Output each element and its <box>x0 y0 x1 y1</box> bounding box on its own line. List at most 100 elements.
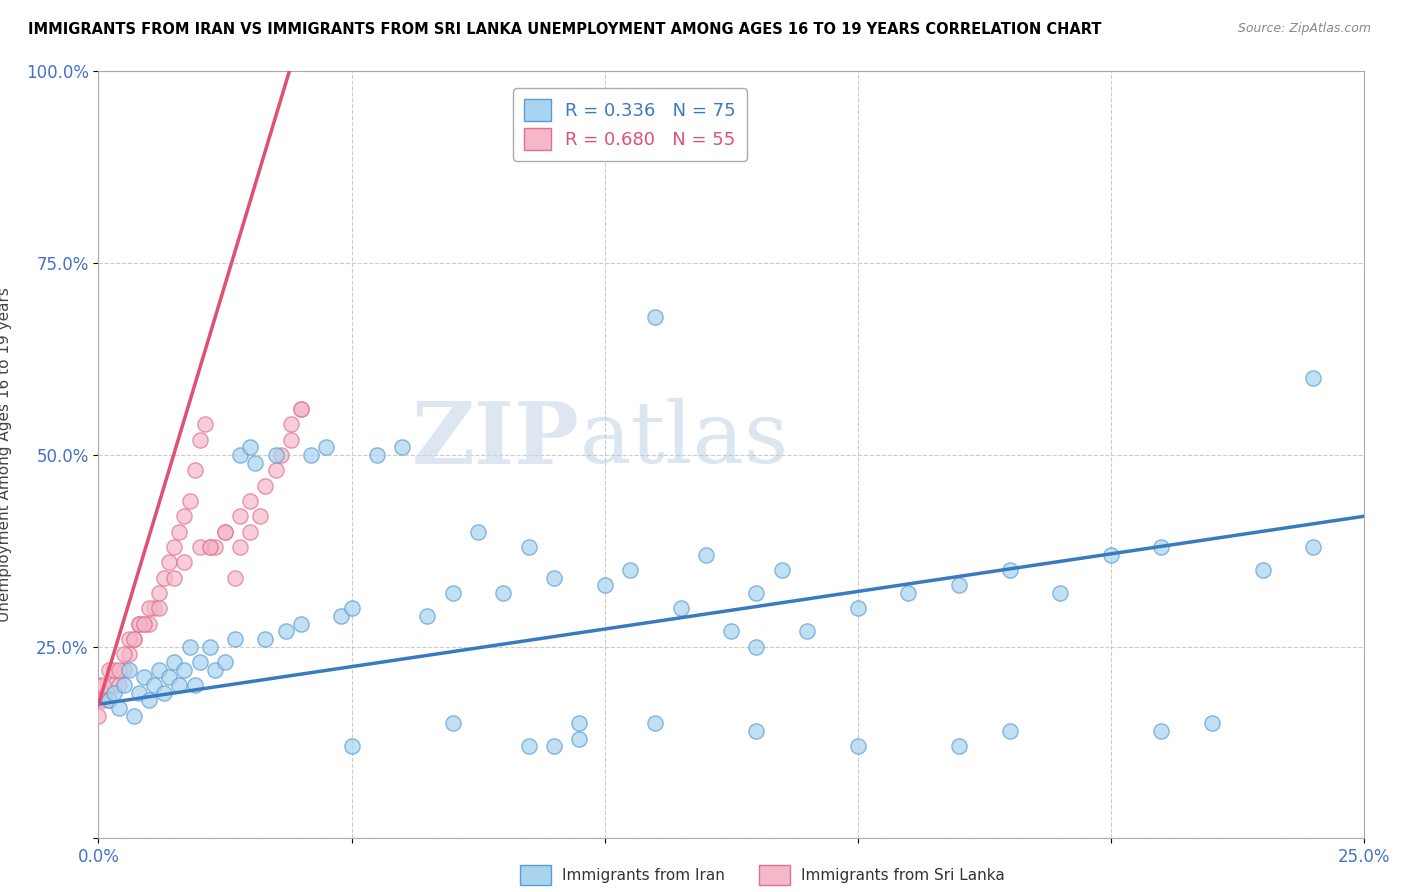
Point <box>214 524 236 539</box>
Point <box>148 663 170 677</box>
Point <box>132 670 155 684</box>
Point <box>290 616 312 631</box>
Point <box>669 601 692 615</box>
Point <box>157 670 180 684</box>
Point <box>1302 371 1324 385</box>
Point <box>214 655 236 669</box>
Point <box>745 586 768 600</box>
Point <box>846 601 869 615</box>
Point <box>568 716 591 731</box>
Point <box>122 632 145 646</box>
Point <box>128 686 150 700</box>
Point <box>543 739 565 754</box>
Point <box>492 586 515 600</box>
Point <box>112 648 135 662</box>
Text: ZIP: ZIP <box>412 398 579 482</box>
Point <box>188 655 211 669</box>
Legend: R = 0.336   N = 75, R = 0.680   N = 55: R = 0.336 N = 75, R = 0.680 N = 55 <box>513 88 747 161</box>
Point <box>122 708 145 723</box>
Point <box>112 678 135 692</box>
Y-axis label: Unemployment Among Ages 16 to 19 years: Unemployment Among Ages 16 to 19 years <box>0 287 11 623</box>
Point <box>224 632 246 646</box>
Point <box>441 586 464 600</box>
Point <box>173 509 195 524</box>
Point <box>183 678 205 692</box>
Point <box>239 524 262 539</box>
Point <box>224 571 246 585</box>
Point <box>163 540 186 554</box>
Point <box>254 478 277 492</box>
Point <box>179 640 201 654</box>
Point <box>122 632 145 646</box>
Point <box>97 663 120 677</box>
Point <box>299 448 322 462</box>
Point <box>163 655 186 669</box>
Point <box>330 609 353 624</box>
Text: atlas: atlas <box>579 398 789 481</box>
Point <box>138 693 160 707</box>
Point <box>169 678 191 692</box>
Point <box>264 448 287 462</box>
Point <box>366 448 388 462</box>
Point <box>153 571 176 585</box>
Point <box>245 456 267 470</box>
Point <box>179 494 201 508</box>
Point <box>87 678 110 692</box>
Point <box>391 440 413 454</box>
Point <box>280 417 302 432</box>
Point <box>290 401 312 416</box>
Point <box>745 724 768 739</box>
Point <box>846 739 869 754</box>
Point <box>229 540 252 554</box>
Point <box>169 524 191 539</box>
Point <box>644 310 666 324</box>
Point <box>897 586 920 600</box>
Point <box>315 440 337 454</box>
Point <box>107 663 129 677</box>
Text: Source: ZipAtlas.com: Source: ZipAtlas.com <box>1237 22 1371 36</box>
Point <box>204 663 226 677</box>
Point <box>249 509 271 524</box>
Point <box>204 540 226 554</box>
Point <box>467 524 489 539</box>
Point <box>229 448 252 462</box>
Point <box>157 555 180 569</box>
Point <box>340 739 363 754</box>
Point <box>745 640 768 654</box>
Point <box>138 616 160 631</box>
Point <box>163 571 186 585</box>
Point <box>118 663 141 677</box>
Point <box>1201 716 1223 731</box>
Point <box>138 601 160 615</box>
Point <box>441 716 464 731</box>
Point <box>107 678 129 692</box>
Point <box>93 693 115 707</box>
Point <box>87 708 110 723</box>
Point <box>173 663 195 677</box>
Point <box>1302 540 1324 554</box>
Text: Immigrants from Iran: Immigrants from Iran <box>562 868 725 882</box>
Point <box>568 731 591 746</box>
Point <box>148 586 170 600</box>
Point <box>97 693 120 707</box>
Point <box>998 563 1021 577</box>
Point <box>543 571 565 585</box>
Point <box>194 417 217 432</box>
Point <box>239 440 262 454</box>
Point <box>280 433 302 447</box>
Point <box>118 632 141 646</box>
Point <box>416 609 439 624</box>
Point <box>118 648 141 662</box>
Point <box>198 640 221 654</box>
Point <box>1150 540 1173 554</box>
Point <box>770 563 793 577</box>
Point <box>619 563 641 577</box>
Point <box>229 509 252 524</box>
Point <box>97 693 120 707</box>
Point <box>188 433 211 447</box>
Point <box>198 540 221 554</box>
Point <box>198 540 221 554</box>
Point <box>720 624 742 639</box>
Point <box>103 686 125 700</box>
Point <box>132 616 155 631</box>
